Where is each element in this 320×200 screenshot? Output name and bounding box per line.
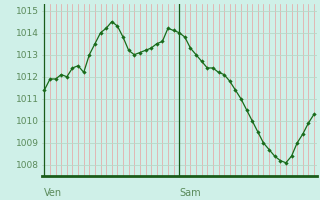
Text: Sam: Sam (179, 188, 201, 198)
Text: Ven: Ven (44, 188, 62, 198)
